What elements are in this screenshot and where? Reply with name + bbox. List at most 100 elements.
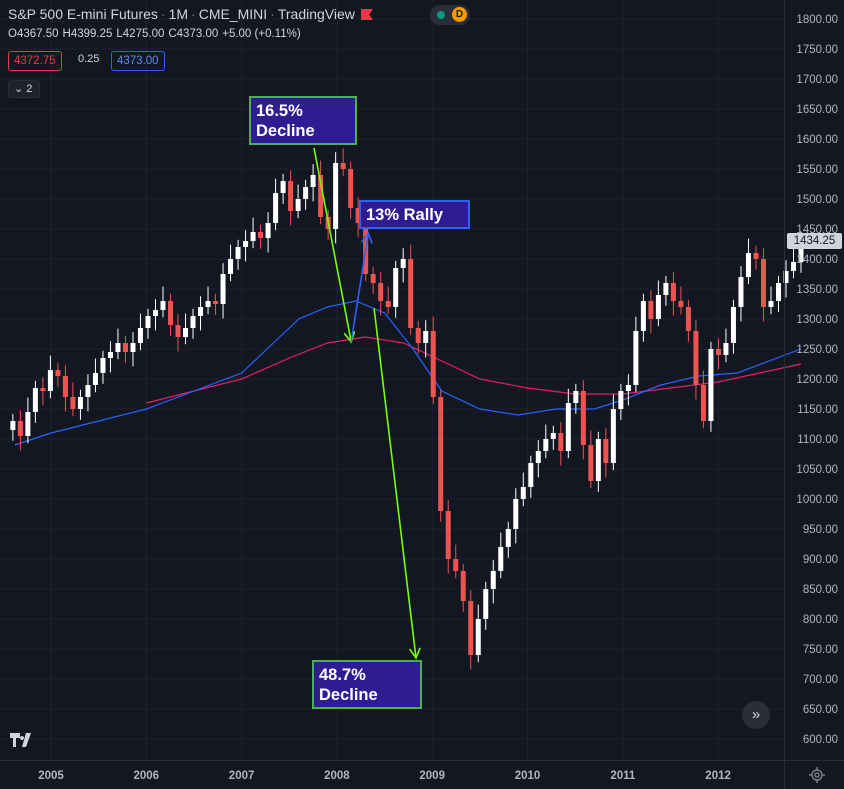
ohlc-change: +5.00 (+0.11%): [222, 28, 301, 40]
y-tick-label: 1650.00: [796, 104, 838, 116]
delay-badge: D: [452, 7, 467, 22]
candle-body: [258, 232, 264, 238]
candle-body: [573, 391, 579, 403]
candle-body: [288, 181, 294, 211]
source-label: TradingView: [277, 6, 355, 22]
y-tick-label: 1800.00: [796, 14, 838, 26]
candle-body: [47, 370, 53, 391]
spread-value: 0.25: [78, 53, 100, 65]
arrow-line: [373, 308, 417, 659]
candle-body: [355, 208, 361, 223]
chart-grid: [0, 0, 784, 760]
candle-body: [130, 343, 136, 352]
callout-percent: 13% Rally: [366, 206, 444, 224]
candle-body: [565, 403, 571, 451]
y-tick-label: 1300.00: [796, 314, 838, 326]
rally-callout-2008[interactable]: 13% Rally: [359, 200, 470, 229]
candle-body: [483, 589, 489, 619]
candle-body: [400, 259, 406, 268]
candle-body: [190, 316, 196, 328]
candle-body: [475, 619, 481, 655]
x-tick-label: 2010: [515, 770, 541, 782]
x-tick-label: 2009: [419, 770, 445, 782]
candle-body: [498, 547, 504, 571]
decline-callout-2009[interactable]: 48.7% Decline: [312, 660, 422, 709]
y-tick-label: 1000.00: [796, 494, 838, 506]
y-tick-label: 1350.00: [796, 284, 838, 296]
gear-icon[interactable]: [808, 766, 826, 784]
candle-body: [340, 163, 346, 169]
sell-price-button[interactable]: 4372.75: [8, 51, 62, 71]
candle-body: [235, 247, 241, 259]
candle-body: [318, 175, 324, 217]
candle-body: [535, 451, 541, 463]
ohlc-low: L4275.00: [116, 28, 165, 40]
candle-body: [468, 601, 474, 655]
candle-body: [745, 253, 751, 277]
candle-body: [77, 397, 83, 409]
candle-body: [655, 295, 661, 319]
y-tick-label: 650.00: [803, 704, 838, 716]
candle-body: [408, 259, 414, 328]
tradingview-logo[interactable]: [10, 732, 36, 748]
candle-body: [490, 571, 496, 589]
candle-body: [152, 310, 158, 316]
candle-body: [445, 511, 451, 559]
candle-body: [10, 421, 16, 430]
market-open-icon: [437, 11, 445, 19]
candle-body: [32, 388, 38, 412]
y-tick-label: 1200.00: [796, 374, 838, 386]
candle-body: [333, 163, 339, 229]
y-tick-label: 900.00: [803, 554, 838, 566]
arrow-line: [350, 233, 370, 342]
ma-fast-line: [14, 300, 802, 446]
symbol-name[interactable]: S&P 500 E-mini Futures: [8, 6, 158, 22]
chart-header: S&P 500 E-mini Futures · 1M · CME_MINI · Tradi…: [8, 6, 373, 22]
y-tick-label: 1750.00: [796, 44, 838, 56]
candle-body: [430, 331, 436, 397]
arrow-head: [408, 647, 421, 660]
candle-body: [17, 421, 23, 436]
x-tick-label: 2005: [38, 770, 64, 782]
candle-body: [115, 343, 121, 352]
y-tick-label: 700.00: [803, 674, 838, 686]
indicators-toggle-button[interactable]: ⌄ 2: [8, 80, 40, 98]
candle-body: [588, 445, 594, 481]
x-tick-label: 2006: [134, 770, 160, 782]
candle-body: [415, 328, 421, 343]
y-tick-label: 600.00: [803, 734, 838, 746]
flag-icon[interactable]: [360, 9, 373, 20]
ma-slow-line: [146, 336, 802, 404]
chevron-down-icon: ⌄: [14, 83, 24, 95]
scroll-to-realtime-button[interactable]: »: [742, 701, 770, 729]
candle-body: [40, 388, 46, 391]
candle-body: [243, 241, 249, 247]
candle-body: [198, 307, 204, 316]
candle-body: [460, 571, 466, 601]
candle-body: [137, 328, 143, 343]
candle-body: [25, 412, 31, 436]
y-tick-label: 1550.00: [796, 164, 838, 176]
ohlc-open: O4367.50: [8, 28, 59, 40]
candle-body: [633, 331, 639, 385]
interval-label[interactable]: 1M: [168, 6, 189, 22]
candle-body: [107, 352, 113, 358]
candle-body: [715, 349, 721, 355]
candle-body: [663, 283, 669, 295]
x-tick-label: 2008: [324, 770, 350, 782]
candle-body: [791, 262, 797, 271]
buy-price-button[interactable]: 4373.00: [111, 51, 165, 71]
market-status-pill[interactable]: D: [430, 5, 470, 25]
candle-body: [730, 307, 736, 343]
candle-body: [528, 463, 534, 487]
candle-body: [220, 274, 226, 304]
candle-body: [370, 274, 376, 283]
candle-body: [610, 409, 616, 463]
y-tick-label: 1100.00: [797, 434, 838, 446]
decline-callout-2007[interactable]: 16.5% Decline: [249, 96, 357, 145]
candle-body: [92, 373, 98, 385]
candle-body: [625, 385, 631, 391]
candle-body: [700, 385, 706, 421]
